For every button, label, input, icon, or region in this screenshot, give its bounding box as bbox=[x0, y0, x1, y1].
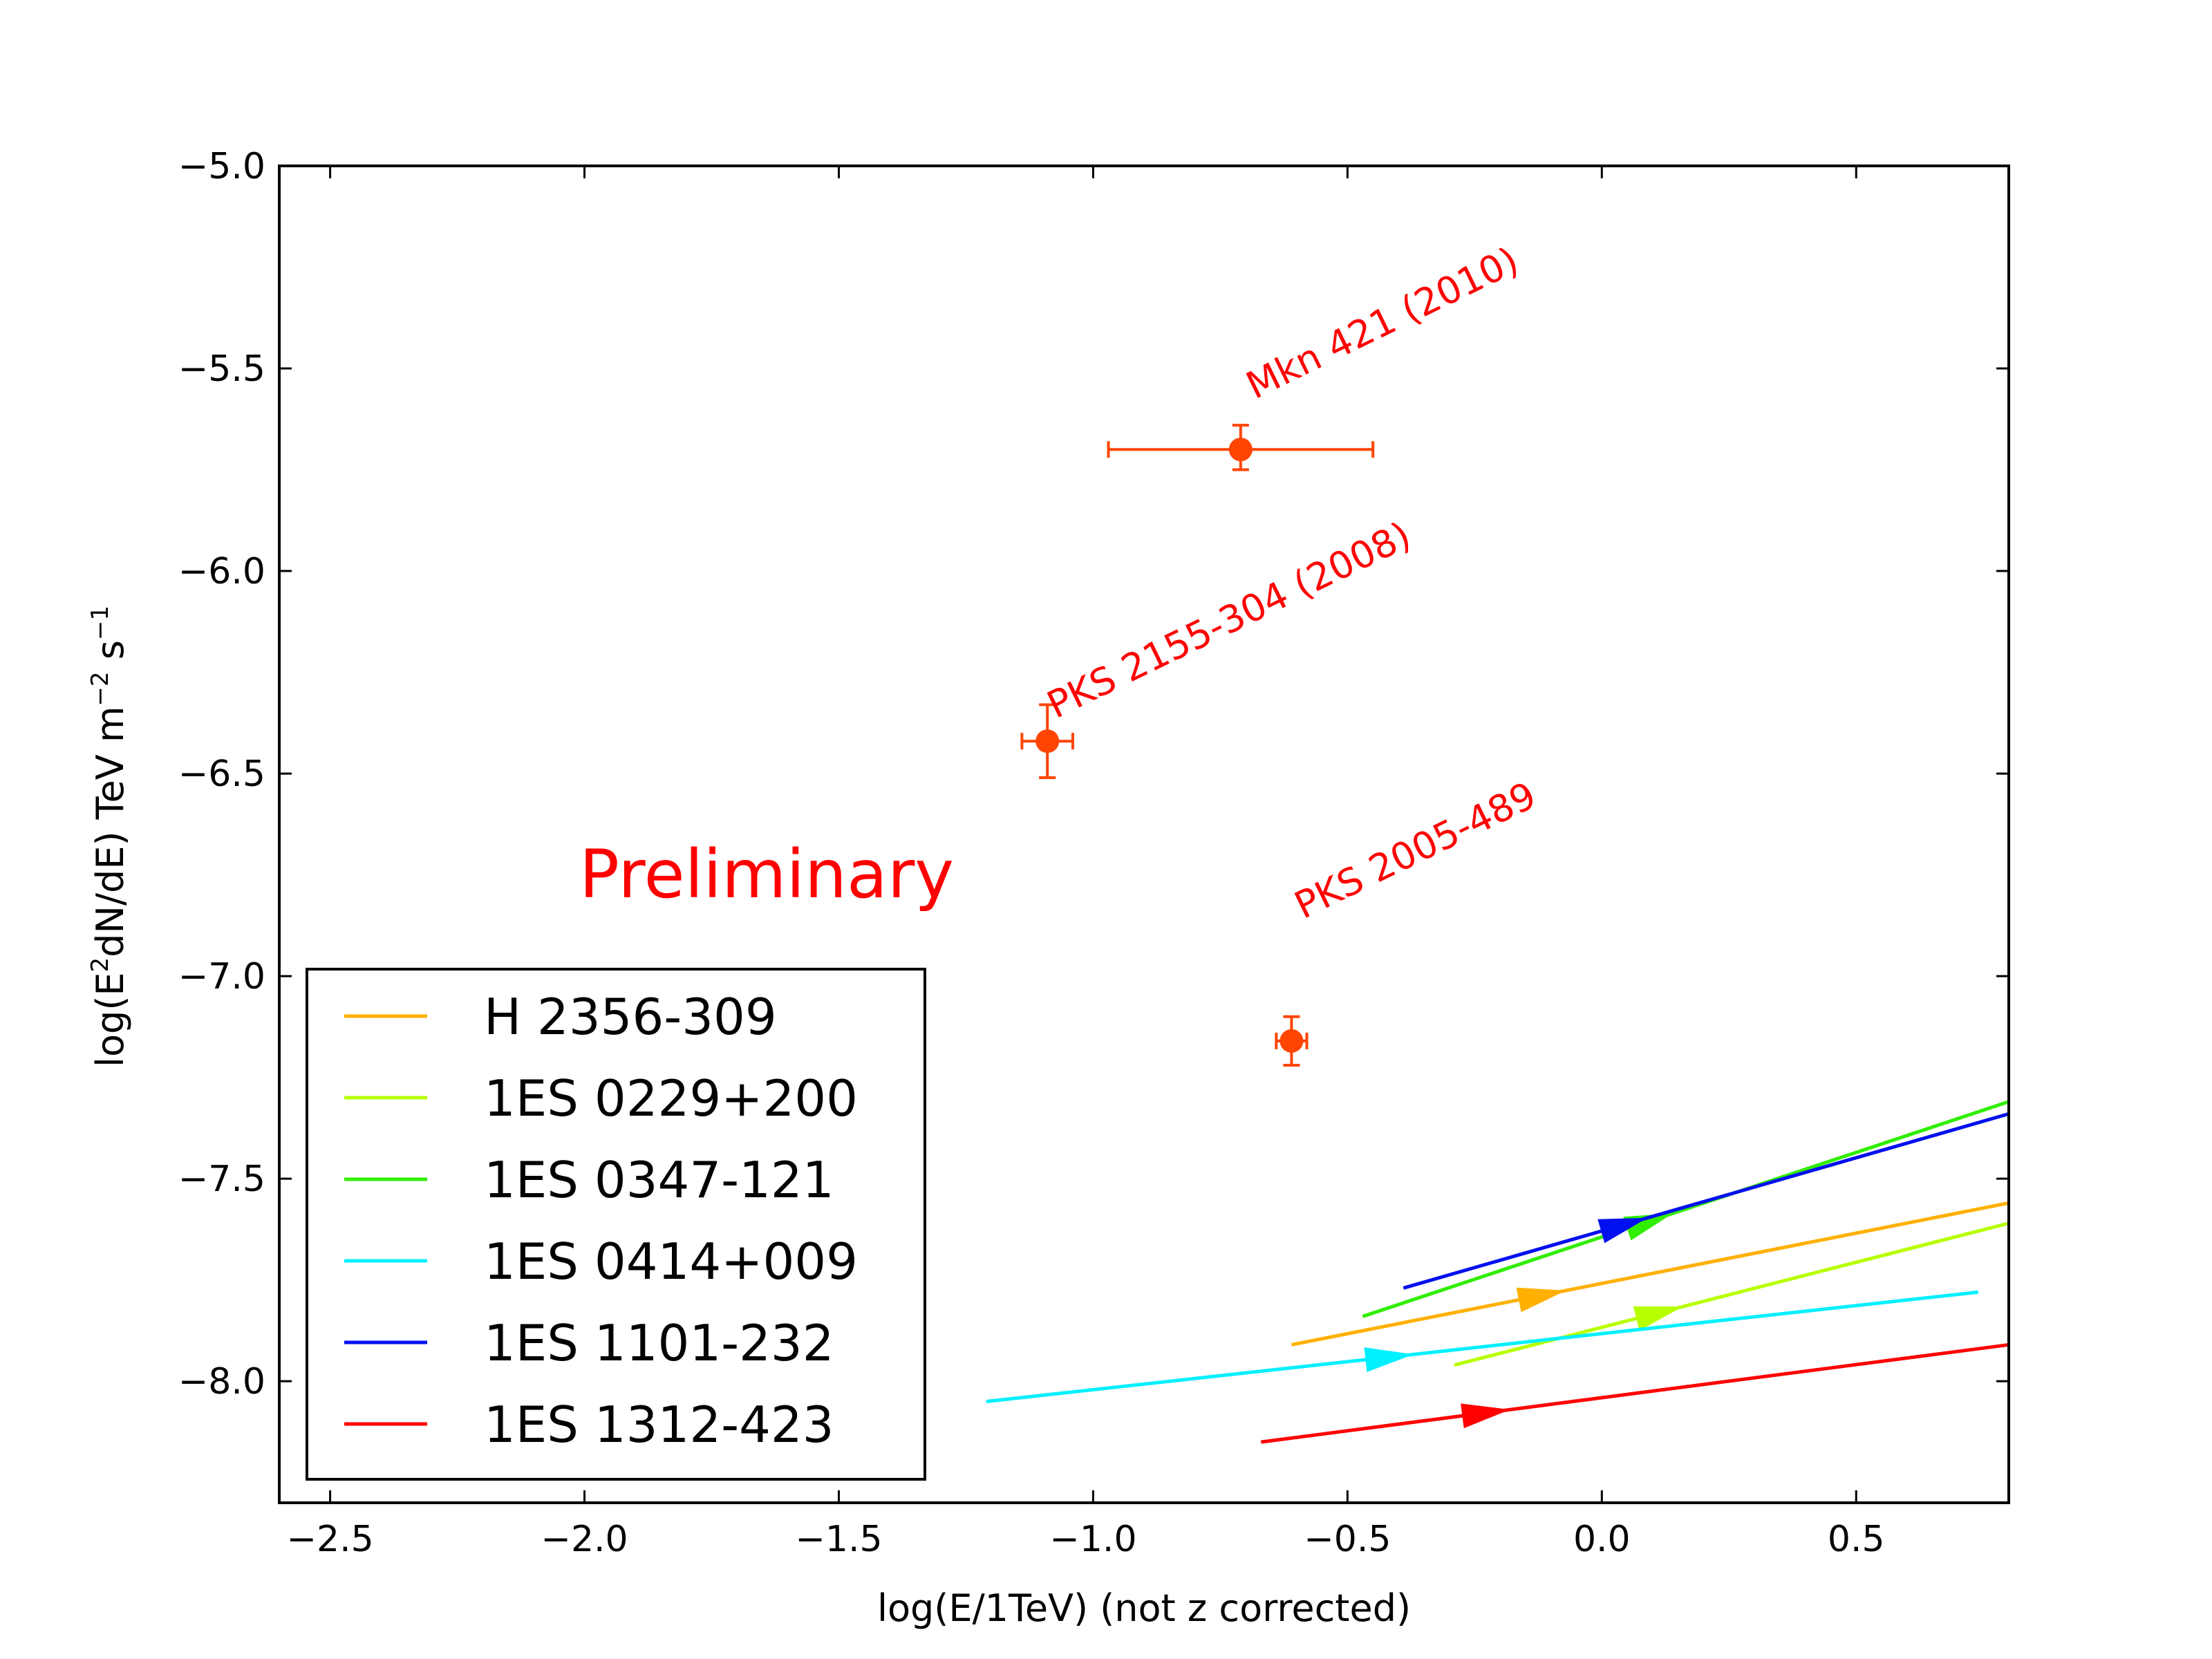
legend-label-1es-1101-232: 1ES 1101-232 bbox=[484, 1314, 834, 1372]
preliminary-watermark: Preliminary bbox=[579, 836, 954, 913]
legend-label-1es-0347-121: 1ES 0347-121 bbox=[484, 1151, 834, 1209]
legend-label-h-2356-309: H 2356-309 bbox=[484, 988, 777, 1046]
series-arrow-h-2356-309 bbox=[1516, 1287, 1566, 1313]
y-tick-label-5: −7.5 bbox=[178, 1159, 265, 1200]
marker-pks-2155-304-2008- bbox=[1035, 729, 1060, 753]
series-arrow-1es-1312-423 bbox=[1461, 1403, 1510, 1429]
series-line-1es-0347-121 bbox=[1362, 1100, 2009, 1318]
y-tick-label-2: −6.0 bbox=[178, 551, 265, 592]
marker-pks-2005-489 bbox=[1280, 1029, 1304, 1053]
series-line-1es-1312-423 bbox=[1260, 1342, 2009, 1444]
marker-mkn-421-2010- bbox=[1228, 438, 1253, 462]
legend: H 2356-309 1ES 0229+200 1ES 0347-121 1ES 04… bbox=[306, 968, 926, 1481]
plot-frame bbox=[278, 165, 2010, 1504]
y-tick-label-4: −7.0 bbox=[178, 956, 265, 997]
x-tick-label-2: −1.5 bbox=[795, 1519, 882, 1560]
x-tick-label-4: −0.5 bbox=[1304, 1519, 1391, 1560]
y-tick-label-6: −8.0 bbox=[178, 1361, 265, 1403]
x-tick-label-5: 0.0 bbox=[1573, 1519, 1631, 1560]
x-tick-label-1: −2.0 bbox=[541, 1519, 628, 1560]
y-tick-label-1: −5.5 bbox=[178, 348, 265, 390]
legend-label-1es-1312-423: 1ES 1312-423 bbox=[484, 1396, 834, 1454]
y-axis-label: log(E2dN/dE) TeV m−2 s−1 bbox=[86, 606, 132, 1067]
data-point-pks-2155-304-2008- bbox=[1020, 703, 1074, 779]
data-point-pks-2005-489 bbox=[1275, 1015, 1309, 1067]
x-tick-label-6: 0.5 bbox=[1828, 1519, 1885, 1560]
x-tick-label-3: −1.0 bbox=[1049, 1519, 1136, 1560]
series-arrow-1es-1101-232 bbox=[1597, 1217, 1648, 1244]
legend-label-1es-0414-009: 1ES 0414+009 bbox=[484, 1232, 858, 1291]
series-line-1es-0414-009 bbox=[986, 1290, 1979, 1403]
data-point-mkn-421-2010- bbox=[1107, 424, 1375, 471]
legend-box bbox=[306, 968, 926, 1481]
legend-label-1es-0229-200: 1ES 0229+200 bbox=[484, 1069, 858, 1127]
x-tick-label-0: −2.5 bbox=[286, 1519, 373, 1560]
x-axis-label: log(E/1TeV) (not z corrected) bbox=[877, 1586, 1411, 1630]
y-tick-label-0: −5.0 bbox=[178, 146, 265, 187]
series-line-h-2356-309 bbox=[1291, 1201, 2009, 1347]
series-arrow-1es-0229-200 bbox=[1633, 1306, 1684, 1331]
series-line-1es-1101-232 bbox=[1403, 1112, 2009, 1290]
series-arrow-1es-0414-009 bbox=[1364, 1347, 1414, 1372]
y-tick-label-3: −6.5 bbox=[178, 753, 265, 795]
